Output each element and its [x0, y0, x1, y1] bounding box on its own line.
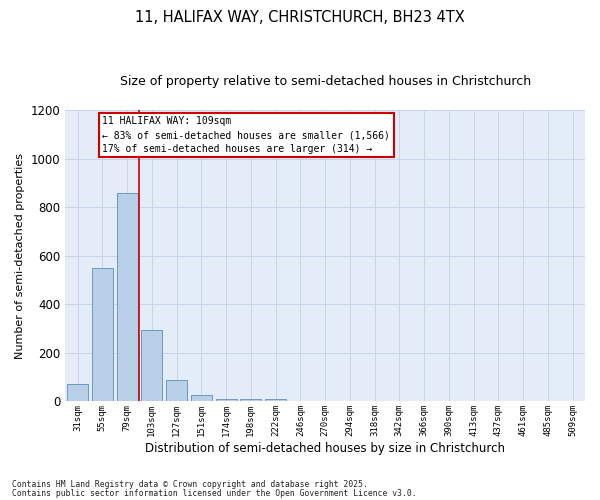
Bar [191, 396, 212, 402]
Text: Contains public sector information licensed under the Open Government Licence v3: Contains public sector information licen… [12, 488, 416, 498]
Bar [141, 330, 163, 402]
Bar [215, 398, 236, 402]
Text: Contains HM Land Registry data © Crown copyright and database right 2025.: Contains HM Land Registry data © Crown c… [12, 480, 368, 489]
X-axis label: Distribution of semi-detached houses by size in Christchurch: Distribution of semi-detached houses by … [145, 442, 505, 455]
Bar [92, 268, 113, 402]
Bar [116, 192, 137, 402]
Bar [166, 380, 187, 402]
Bar [67, 384, 88, 402]
Title: Size of property relative to semi-detached houses in Christchurch: Size of property relative to semi-detach… [119, 75, 530, 88]
Bar [241, 399, 262, 402]
Text: 11, HALIFAX WAY, CHRISTCHURCH, BH23 4TX: 11, HALIFAX WAY, CHRISTCHURCH, BH23 4TX [135, 10, 465, 25]
Text: 11 HALIFAX WAY: 109sqm
← 83% of semi-detached houses are smaller (1,566)
17% of : 11 HALIFAX WAY: 109sqm ← 83% of semi-det… [102, 116, 390, 154]
Bar [265, 399, 286, 402]
Y-axis label: Number of semi-detached properties: Number of semi-detached properties [15, 152, 25, 358]
